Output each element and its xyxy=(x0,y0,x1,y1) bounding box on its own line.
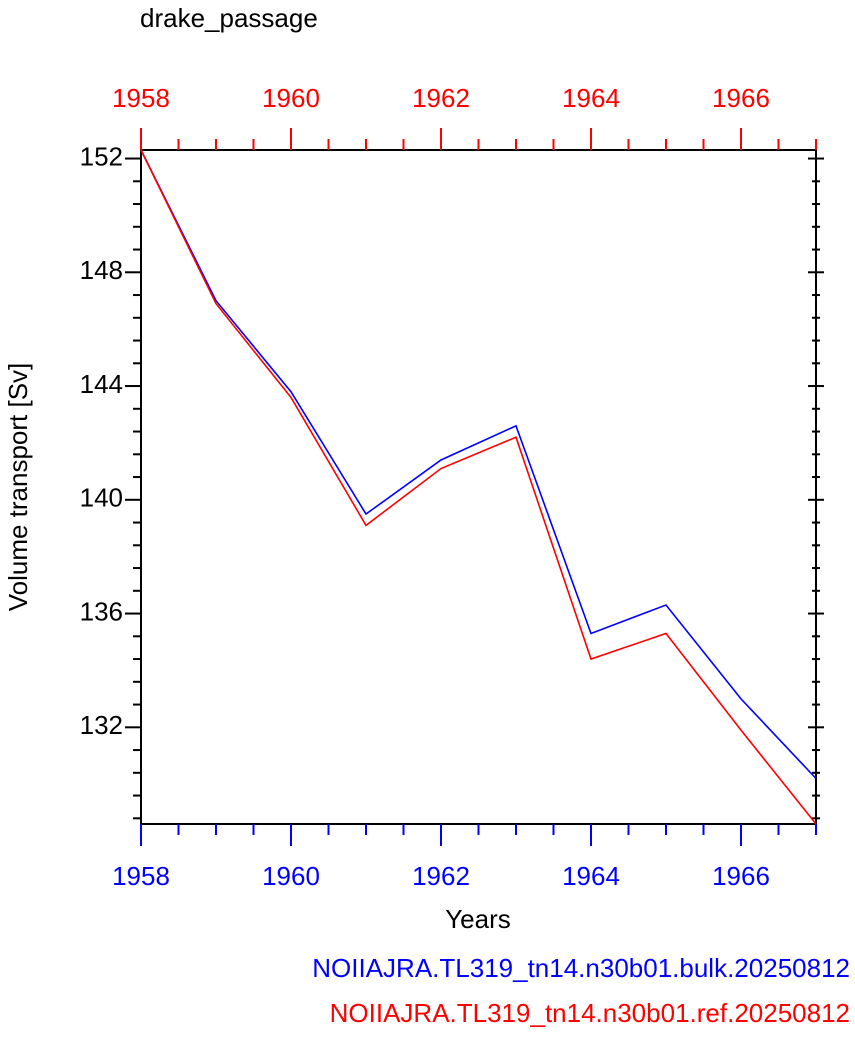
x-tick-label: 1962 xyxy=(412,861,470,891)
y-tick-label: 136 xyxy=(80,596,123,626)
y-tick-label: 152 xyxy=(80,141,123,171)
y-tick-label: 140 xyxy=(80,483,123,513)
x-tick-label: 1958 xyxy=(112,861,170,891)
legend-entry: NOIIAJRA.TL319_tn14.n30b01.bulk.20250812 xyxy=(312,953,850,983)
y-tick-label: 144 xyxy=(80,369,123,399)
x-tick-label: 1960 xyxy=(262,861,320,891)
data-line xyxy=(140,149,817,780)
y-tick-label: 132 xyxy=(80,710,123,740)
plot-frame xyxy=(140,149,817,825)
x-tick-label: 1966 xyxy=(712,861,770,891)
x2-tick-label: 1966 xyxy=(712,83,770,113)
x2-tick-label: 1964 xyxy=(562,83,620,113)
x-tick-label: 1964 xyxy=(562,861,620,891)
x2-tick-label: 1962 xyxy=(412,83,470,113)
x2-tick-label: 1958 xyxy=(112,83,170,113)
x2-tick-label: 1960 xyxy=(262,83,320,113)
chart-title: drake_passage xyxy=(140,3,318,33)
y-tick-label: 148 xyxy=(80,255,123,285)
y-axis-label: Volume transport [Sv] xyxy=(3,363,33,612)
x-axis-label: Years xyxy=(445,904,511,934)
data-line xyxy=(140,149,817,825)
legend-entry: NOIIAJRA.TL319_tn14.n30b01.ref.20250812 xyxy=(330,998,850,1028)
